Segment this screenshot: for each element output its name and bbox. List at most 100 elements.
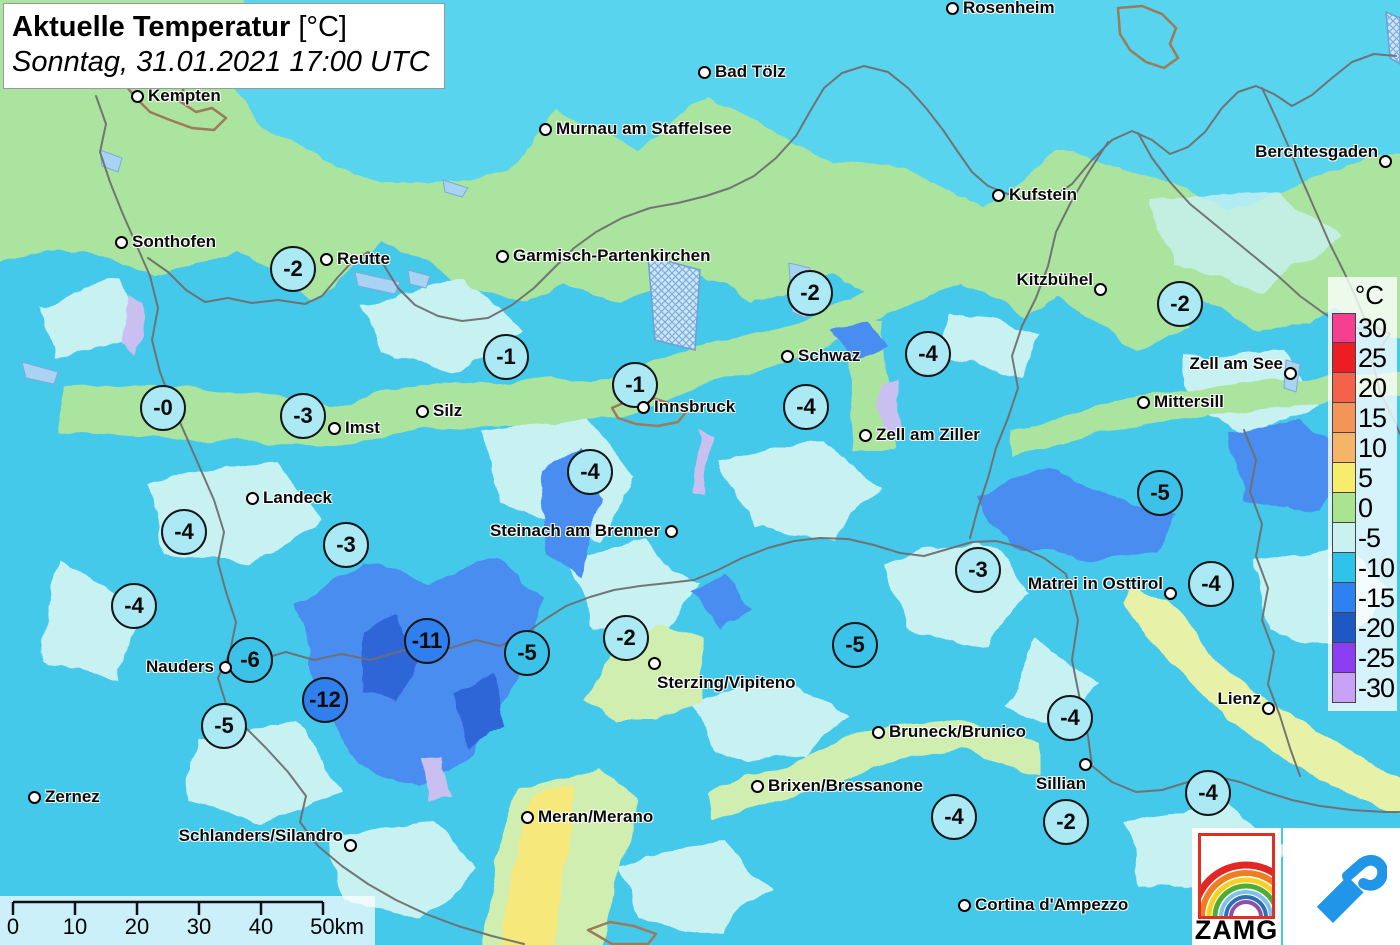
legend-value: -5 <box>1358 522 1381 553</box>
legend-row: -10 <box>1332 553 1397 583</box>
temperature-bubble: -2 <box>787 270 833 316</box>
city-marker-icon <box>219 661 232 674</box>
legend-row: -30 <box>1332 673 1397 703</box>
legend-value: -15 <box>1358 582 1395 613</box>
temperature-bubble: -2 <box>270 246 316 292</box>
legend-row: 20 <box>1332 373 1397 403</box>
city-label: Sonthofen <box>132 232 217 251</box>
legend-swatch <box>1332 523 1356 553</box>
city-label: Innsbruck <box>654 397 736 416</box>
temperature-bubble: -4 <box>931 794 977 840</box>
city-marker-icon <box>521 811 534 824</box>
cold-patches <box>126 300 1350 805</box>
scale-bar: 0 10 20 30 40 50km <box>0 896 375 945</box>
legend-value: 25 <box>1358 342 1387 373</box>
city-label: Cortina d'Ampezzo <box>975 895 1129 914</box>
legend-row: 30 <box>1332 313 1397 343</box>
city-label: Bad Tölz <box>715 62 786 81</box>
city-marker-icon <box>648 657 661 670</box>
scale-label: 50km <box>310 914 364 939</box>
legend-value: -10 <box>1358 552 1395 583</box>
city-label: Lienz <box>1217 689 1261 708</box>
tirol-icon <box>1316 854 1387 923</box>
temperature-bubble: -11 <box>404 618 450 664</box>
temperature-bubble: -4 <box>905 331 951 377</box>
city-marker-icon <box>1164 587 1177 600</box>
city-marker-icon <box>859 429 872 442</box>
legend-value: -30 <box>1358 672 1395 703</box>
legend-value: 10 <box>1358 432 1387 463</box>
legend-row: 10 <box>1332 433 1397 463</box>
city-marker-icon <box>1262 702 1275 715</box>
temperature-bubble: -5 <box>201 703 247 749</box>
temperature-bubble: -4 <box>161 509 207 555</box>
temperature-bubble: -5 <box>1137 470 1183 516</box>
scale-label: 0 <box>6 914 20 939</box>
legend-value: -20 <box>1358 612 1395 643</box>
legend-row: -15 <box>1332 583 1397 613</box>
legend-row: 0 <box>1332 493 1397 523</box>
temperature-bubble: -1 <box>483 334 529 380</box>
city-marker-icon <box>496 250 509 263</box>
temperature-bubble: -2 <box>1043 799 1089 845</box>
legend-swatch <box>1332 643 1356 673</box>
map-title-text: Aktuelle Temperatur <box>12 11 291 43</box>
city-label: Schlanders/Silandro <box>178 826 343 845</box>
zamg-logo-text: ZAMG <box>1194 915 1279 945</box>
scale-label: 30 <box>186 914 212 939</box>
legend-value: 0 <box>1358 492 1373 523</box>
legend-swatch <box>1332 403 1356 433</box>
temperature-bubble: -3 <box>280 393 326 439</box>
temperature-bubble: -4 <box>1185 770 1231 816</box>
city-label: Steinach am Brenner <box>489 521 660 540</box>
city-marker-icon <box>872 726 885 739</box>
city-label: Bruneck/Brunico <box>889 722 1026 741</box>
legend-row: -20 <box>1332 613 1397 643</box>
city-marker-icon <box>698 66 711 79</box>
city-label: Zell am See <box>1189 354 1283 373</box>
legend-row: 5 <box>1332 463 1397 493</box>
city-marker-icon <box>1379 155 1392 168</box>
city-marker-icon <box>992 189 1005 202</box>
temperature-bubble: -4 <box>567 449 613 495</box>
legend-value: 15 <box>1358 402 1387 433</box>
legend-value: 20 <box>1358 372 1387 403</box>
city-label: Reutte <box>337 249 390 268</box>
city-marker-icon <box>115 236 128 249</box>
city-label: Sillian <box>1035 774 1086 793</box>
legend-row: -5 <box>1332 523 1397 553</box>
map-title-unit: [°C] <box>298 11 347 43</box>
legend-swatch <box>1332 463 1356 493</box>
temperature-bubble: -3 <box>955 547 1001 593</box>
legend-swatch <box>1332 613 1356 643</box>
city-label: Meran/Merano <box>538 807 654 826</box>
city-label: Sterzing/Vipiteno <box>657 673 796 692</box>
legend-swatch <box>1332 673 1356 703</box>
legend-swatch <box>1332 373 1356 403</box>
legend-swatch <box>1332 433 1356 463</box>
valleys <box>60 205 1400 945</box>
city-marker-icon <box>1094 283 1107 296</box>
city-label: Rosenheim <box>963 0 1055 17</box>
city-label: Matrei in Osttirol <box>1027 574 1163 593</box>
city-marker-icon <box>637 401 650 414</box>
city-marker-icon <box>1079 758 1092 771</box>
city-label: Berchtesgaden <box>1255 142 1378 161</box>
city-label: Schwaz <box>798 346 861 365</box>
city-label: Brixen/Bressanone <box>768 776 923 795</box>
city-label: Murnau am Staffelsee <box>556 119 732 138</box>
city-marker-icon <box>781 350 794 363</box>
temperature-bubble: -2 <box>1157 281 1203 327</box>
city-label: Zernez <box>45 787 100 806</box>
city-marker-icon <box>665 525 678 538</box>
zamg-logo: ZAMG <box>1192 828 1281 945</box>
city-marker-icon <box>1137 396 1150 409</box>
city-label: Mittersill <box>1154 392 1224 411</box>
city-label: Kitzbühel <box>1016 270 1094 289</box>
map-title: Aktuelle Temperatur [°C] <box>12 10 430 44</box>
city-marker-icon <box>751 780 764 793</box>
country-borders <box>95 53 1400 945</box>
city-marker-icon <box>539 123 552 136</box>
legend-swatch <box>1332 493 1356 523</box>
temperature-bubble: -4 <box>1188 561 1234 607</box>
